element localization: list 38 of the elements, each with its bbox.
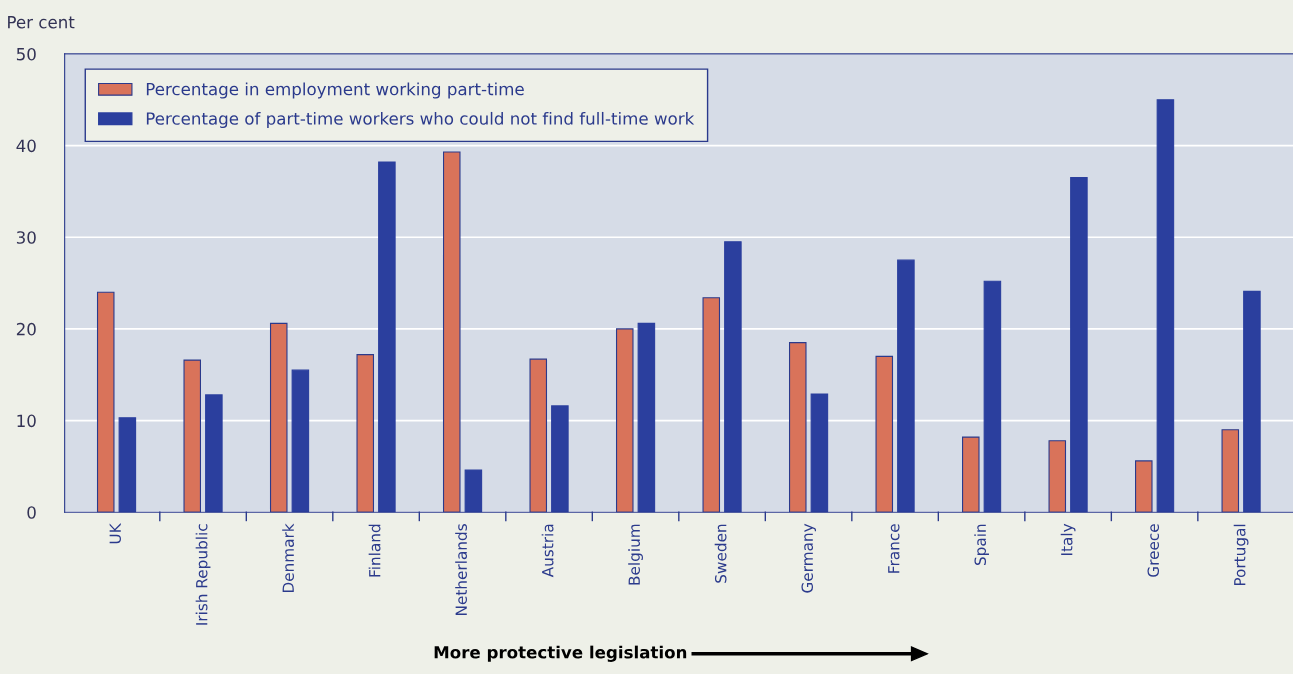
bar [1070,177,1088,513]
x-tick-label: Germany [801,523,816,593]
bar [637,322,656,513]
x-tick-label: Finland [368,524,381,577]
bar [983,280,1002,513]
legend-label: Percentage of part-time workers who could not find full-time work [146,111,695,129]
x-tick-label: Italy [1060,523,1076,555]
bar [724,241,742,513]
x-tick-label: Austria [541,524,554,578]
x-tick-label: Belgium [628,524,643,585]
y-tick-label: 0 [27,506,36,519]
bar [291,369,310,513]
y-tick-label: 50 [16,47,36,61]
bar [205,394,223,513]
y-tick-label: 40 [16,139,36,153]
x-tick-label: Greece [1147,524,1160,577]
legend-label: Percentage in employment working part-time [146,82,524,99]
bar [378,161,396,513]
y-tick-label: 30 [16,231,36,244]
y-tick-label: 20 [16,322,36,336]
x-tick-label: Spain [974,524,989,566]
x-tick-label: Irish Republic [195,524,211,625]
bar [1156,99,1175,513]
x-tick-label: Netherlands [455,524,467,615]
text: More protective legislation [434,645,687,662]
bar [464,469,483,513]
x-tick-label: Portugal [1233,524,1249,586]
x-tick-label: UK [109,523,121,544]
x-tick-label: Denmark [282,523,294,593]
bar [118,417,137,513]
bar [1243,290,1261,513]
bar [897,259,915,513]
bar [810,393,829,513]
y-tick-label: 10 [17,414,36,428]
bar [551,405,569,513]
x-tick-label: France [888,524,900,573]
x-tick-label: Sweden [714,524,727,583]
y-axis-title: Per cent [8,16,75,29]
